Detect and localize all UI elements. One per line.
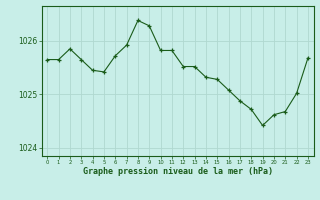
X-axis label: Graphe pression niveau de la mer (hPa): Graphe pression niveau de la mer (hPa) <box>83 167 273 176</box>
